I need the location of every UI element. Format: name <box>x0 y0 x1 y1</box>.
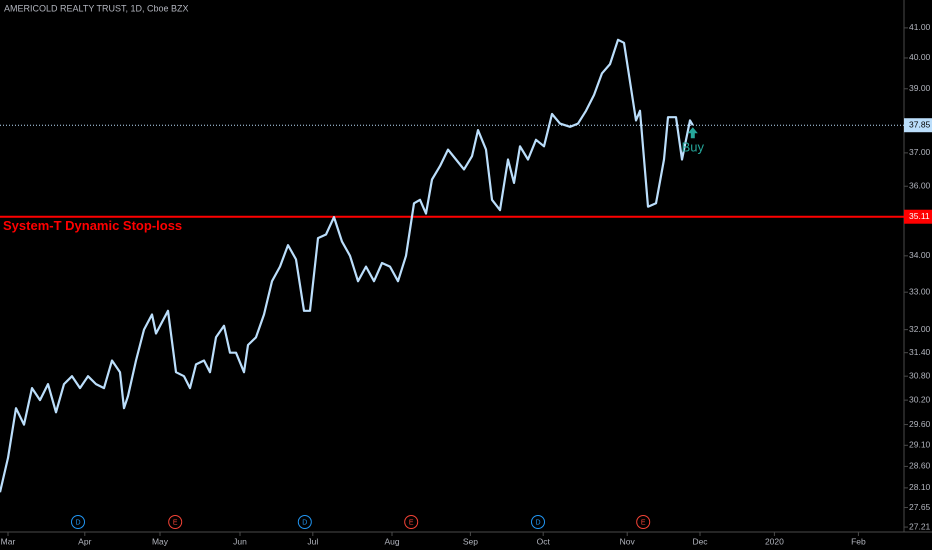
y-tick-label: 36.00 <box>909 180 931 190</box>
x-tick-label: Feb <box>851 536 866 546</box>
y-tick-label: 28.10 <box>909 482 931 492</box>
buy-label: Buy <box>682 140 705 155</box>
price-tag <box>904 118 932 133</box>
y-tick-label: 33.00 <box>909 286 931 296</box>
stop-loss-value: 35.11 <box>909 211 930 221</box>
event-label: D <box>535 519 540 526</box>
chart-title: AMERICOLD REALTY TRUST, 1D, Cboe BZX <box>4 3 189 13</box>
y-tick-label: 39.00 <box>909 83 931 93</box>
y-tick-label: 31.40 <box>909 347 931 357</box>
x-tick-label: May <box>152 536 169 546</box>
event-label: D <box>302 519 307 526</box>
x-tick-label: Mar <box>1 536 16 546</box>
x-tick-label: Jun <box>233 536 247 546</box>
y-tick-label: 27.21 <box>909 521 931 531</box>
event-marker <box>404 515 419 529</box>
price-line-series <box>0 38 694 493</box>
y-tick-label: 40.00 <box>909 52 931 62</box>
y-tick-label: 29.60 <box>909 419 931 429</box>
y-tick-label: 34.00 <box>909 250 931 260</box>
y-tick-label: 30.20 <box>909 394 931 404</box>
event-label: E <box>173 519 178 526</box>
y-tick-label: 30.80 <box>909 370 931 380</box>
x-tick-label: Sep <box>463 536 478 546</box>
buy-arrow <box>687 127 698 139</box>
event-label: E <box>409 519 414 526</box>
y-tick-label: 32.00 <box>909 324 931 334</box>
event-marker <box>297 515 312 529</box>
x-tick-label: Jul <box>307 536 318 546</box>
stop-loss-label: System-T Dynamic Stop-loss <box>3 218 182 233</box>
x-tick-label: Nov <box>620 536 636 546</box>
x-tick-label: Apr <box>78 536 91 546</box>
event-label: D <box>75 519 80 526</box>
y-tick-label: 27.65 <box>909 502 931 512</box>
event-marker <box>531 515 545 529</box>
x-tick-label: Oct <box>537 536 551 546</box>
event-label: E <box>641 519 646 526</box>
y-tick-label: 29.10 <box>909 440 931 450</box>
y-tick-label: 37.00 <box>909 147 931 157</box>
event-marker <box>636 515 651 529</box>
x-tick-label: Dec <box>692 536 708 546</box>
stop-loss-tag <box>904 209 932 224</box>
x-tick-label: Aug <box>384 536 399 546</box>
event-marker <box>168 515 183 529</box>
y-tick-label: 41.00 <box>909 22 931 32</box>
price-value: 37.85 <box>909 119 931 129</box>
x-tick-label: 2020 <box>765 536 784 546</box>
y-tick-label: 28.60 <box>909 461 931 471</box>
event-marker <box>71 515 85 529</box>
